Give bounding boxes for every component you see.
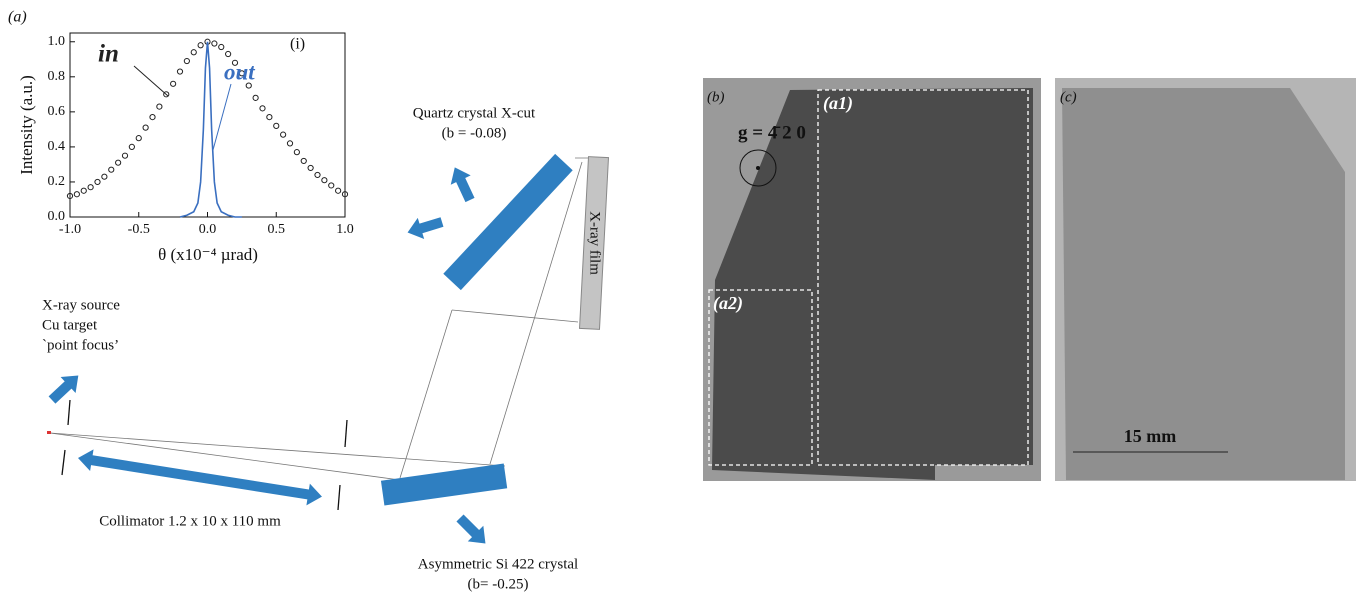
si-label: Asymmetric Si 422 crystal: [418, 556, 578, 572]
data-point: [336, 188, 341, 193]
quartz-label: Quartz crystal X-cut: [413, 105, 536, 121]
data-point: [322, 178, 327, 183]
x-tick-label: -1.0: [59, 222, 81, 237]
source-label: X-ray source: [42, 297, 120, 313]
source-point: [47, 431, 51, 434]
source-label: Cu target: [42, 317, 98, 333]
data-point: [177, 69, 182, 74]
data-point: [198, 43, 203, 48]
data-point: [191, 50, 196, 55]
film-label: X-ray film: [587, 211, 603, 275]
si-b: (b= -0.25): [468, 576, 529, 592]
data-point: [102, 174, 107, 179]
data-point: [136, 136, 141, 141]
data-point: [219, 44, 224, 49]
data-point: [329, 183, 334, 188]
y-tick-label: 0.4: [48, 139, 66, 154]
si-crystal: [381, 463, 507, 505]
data-point: [95, 179, 100, 184]
x-tick-label: 0.0: [199, 222, 217, 237]
data-point: [294, 150, 299, 155]
data-point: [267, 115, 272, 120]
data-point: [226, 51, 231, 56]
series-label: in: [98, 41, 119, 68]
data-point: [287, 141, 292, 146]
data-point: [308, 165, 313, 170]
data-point: [184, 58, 189, 63]
data-point: [171, 81, 176, 86]
data-point: [116, 160, 121, 165]
leader: [213, 84, 231, 150]
y-tick-label: 0.6: [48, 104, 66, 119]
data-point: [81, 188, 86, 193]
y-tick-label: 1.0: [48, 34, 66, 49]
data-point: [150, 115, 155, 120]
data-point: [253, 95, 258, 100]
panel-label: (b): [707, 89, 725, 105]
leader: [134, 66, 168, 96]
x-tick-label: 0.5: [268, 222, 286, 237]
data-point: [109, 167, 114, 172]
data-point: [129, 144, 134, 149]
region-label: (a1): [823, 93, 853, 114]
data-point: [74, 192, 79, 197]
data-point: [157, 104, 162, 109]
page: {"chart_data":{"type":"line","panel_labe…: [0, 0, 1356, 598]
x-tick-label: 1.0: [336, 222, 354, 237]
region-label: (a2): [713, 293, 743, 314]
y-tick-label: 0.0: [48, 209, 66, 224]
data-point: [315, 172, 320, 177]
inset-label: (i): [290, 36, 305, 53]
data-point: [212, 41, 217, 46]
panel-label: (c): [1060, 89, 1077, 105]
data-point: [143, 125, 148, 130]
crystal-c: [1062, 88, 1345, 480]
quartz-b: (b = -0.08): [442, 125, 507, 141]
data-point: [281, 132, 286, 137]
x-tick-label: -0.5: [128, 222, 150, 237]
data-point: [260, 106, 265, 111]
y-tick-label: 0.8: [48, 69, 66, 84]
g-vector: g = 4̄ 2 0: [738, 122, 806, 143]
data-point: [301, 158, 306, 163]
series-label: out: [224, 59, 255, 84]
figure: Quartz crystal X-cut (b = -0.08) X-ray f…: [0, 0, 1356, 598]
x-axis-label: θ (x10⁻⁴ µrad): [158, 245, 258, 264]
panel-label: (a): [8, 9, 27, 26]
data-point: [122, 153, 127, 158]
aperture-dot: [756, 166, 760, 170]
collimator-label: Collimator 1.2 x 10 x 110 mm: [99, 513, 281, 529]
data-point: [274, 123, 279, 128]
source-label: `point focus’: [42, 337, 119, 353]
data-point: [88, 185, 93, 190]
y-tick-label: 0.2: [48, 174, 66, 189]
y-axis-label: Intensity (a.u.): [17, 75, 36, 175]
scale-label: 15 mm: [1124, 426, 1177, 446]
